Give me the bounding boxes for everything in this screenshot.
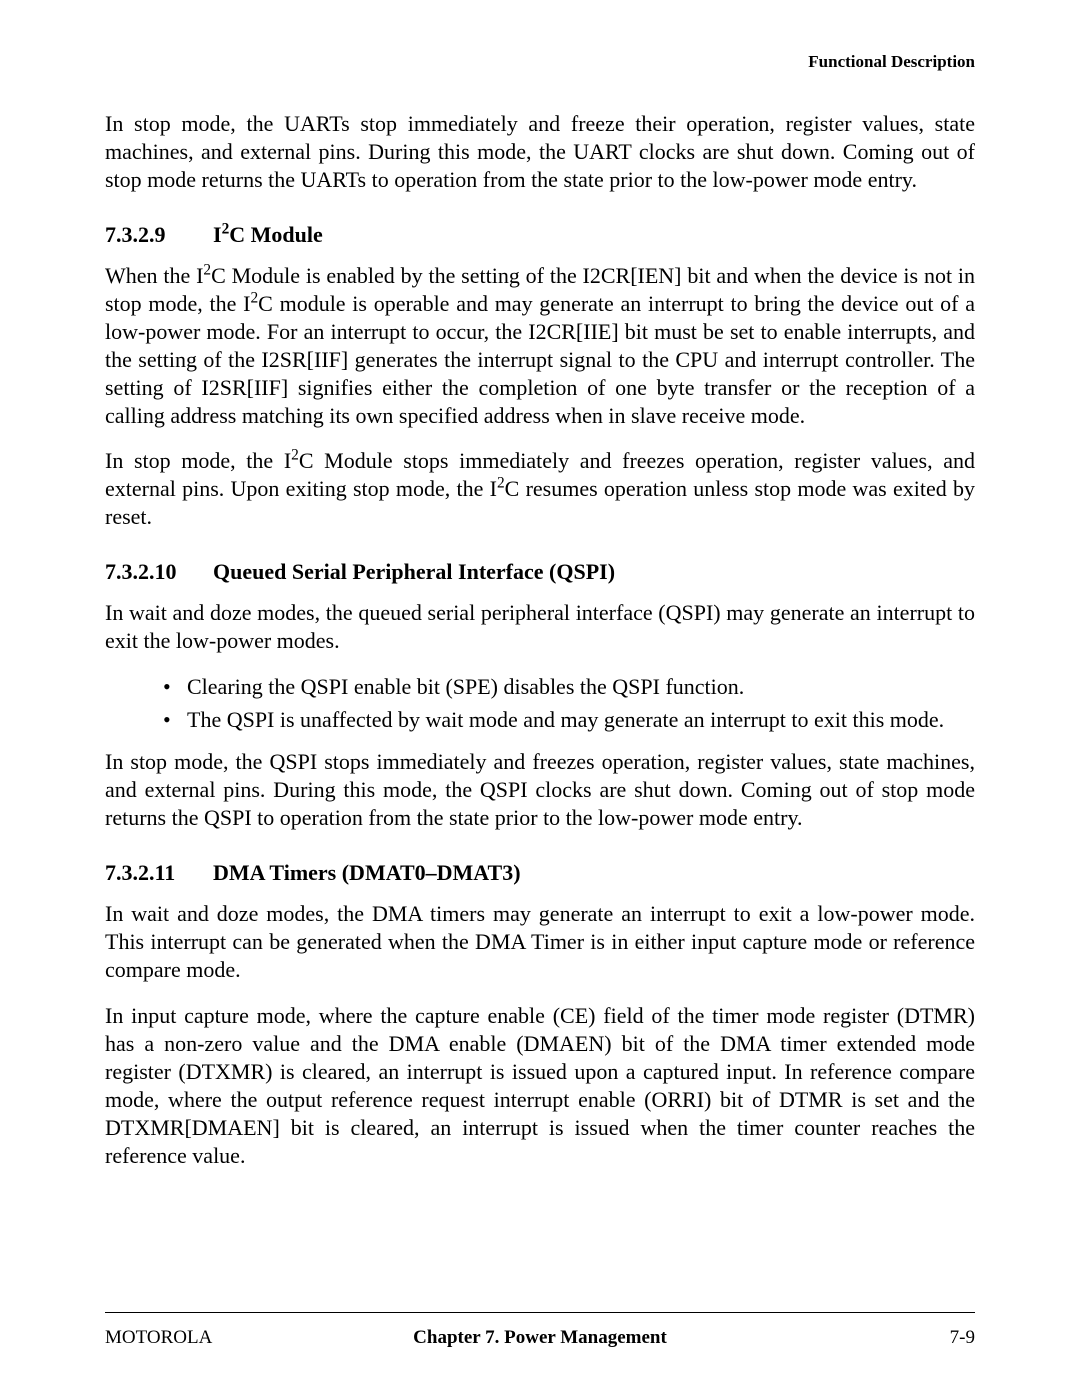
section-title: Queued Serial Peripheral Interface (QSPI… bbox=[213, 559, 615, 584]
footer-left: MOTOROLA bbox=[105, 1327, 212, 1349]
header-right: Functional Description bbox=[105, 52, 975, 72]
section-number: 7.3.2.10 bbox=[105, 559, 213, 585]
section-number: 7.3.2.11 bbox=[105, 860, 213, 886]
footer-center: Chapter 7. Power Management bbox=[413, 1327, 667, 1349]
i2c-paragraph-2: In stop mode, the I2C Module stops immed… bbox=[105, 447, 975, 531]
page-footer: MOTOROLA Chapter 7. Power Management 7-9 bbox=[105, 1312, 975, 1349]
section-heading-i2c: 7.3.2.9I2C Module bbox=[105, 222, 975, 248]
section-heading-qspi: 7.3.2.10Queued Serial Peripheral Interfa… bbox=[105, 559, 975, 585]
intro-paragraph: In stop mode, the UARTs stop immediately… bbox=[105, 110, 975, 194]
section-title: I2C Module bbox=[213, 222, 323, 247]
footer-right: 7-9 bbox=[950, 1327, 975, 1349]
list-item: The QSPI is unaffected by wait mode and … bbox=[163, 706, 975, 735]
section-number: 7.3.2.9 bbox=[105, 222, 213, 248]
qspi-paragraph-1: In wait and doze modes, the queued seria… bbox=[105, 599, 975, 655]
dma-paragraph-2: In input capture mode, where the capture… bbox=[105, 1002, 975, 1170]
list-item: Clearing the QSPI enable bit (SPE) disab… bbox=[163, 673, 975, 702]
i2c-paragraph-1: When the I2C Module is enabled by the se… bbox=[105, 262, 975, 430]
qspi-bullet-list: Clearing the QSPI enable bit (SPE) disab… bbox=[105, 673, 975, 734]
qspi-paragraph-2: In stop mode, the QSPI stops immediately… bbox=[105, 748, 975, 832]
section-heading-dma: 7.3.2.11DMA Timers (DMAT0–DMAT3) bbox=[105, 860, 975, 886]
section-title: DMA Timers (DMAT0–DMAT3) bbox=[213, 860, 521, 885]
page: Functional Description In stop mode, the… bbox=[0, 0, 1080, 1397]
dma-paragraph-1: In wait and doze modes, the DMA timers m… bbox=[105, 900, 975, 984]
